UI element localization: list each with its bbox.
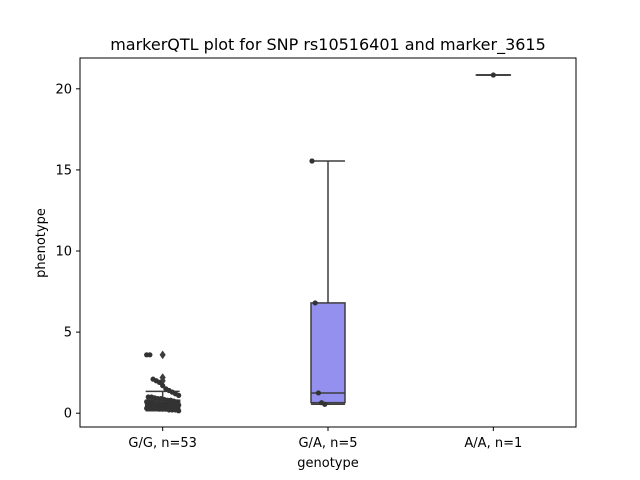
y-axis: 0 5 10 15 20 [55,82,80,422]
strip-points [144,72,496,414]
y-tick-label: 0 [64,407,72,422]
data-point [156,379,163,385]
x-tick-label: G/G, n=53 [128,436,196,451]
y-tick-label: 5 [64,326,72,341]
y-tick-label: 10 [55,245,72,260]
data-point [176,408,182,414]
x-tick-label: A/A, n=1 [464,436,522,451]
data-point [322,401,328,407]
data-point [309,158,315,164]
data-point [315,390,321,396]
data-point [312,300,318,306]
data-point [490,72,496,78]
data-point [160,383,166,389]
y-tick-label: 15 [55,163,72,178]
box-iqr [310,302,346,404]
chart-title: markerQTL plot for SNP rs10516401 and ma… [110,35,546,55]
box-group [310,160,346,406]
plot-area [144,72,512,414]
x-axis-label: genotype [297,456,358,471]
y-axis-label: phenotype [34,208,49,278]
data-point [176,392,182,398]
outlier-marker [159,350,166,360]
data-point [147,352,153,358]
x-axis: G/G, n=53 G/A, n=5 A/A, n=1 [128,427,522,451]
x-tick-label: G/A, n=5 [298,436,357,451]
y-tick-label: 20 [55,82,72,97]
